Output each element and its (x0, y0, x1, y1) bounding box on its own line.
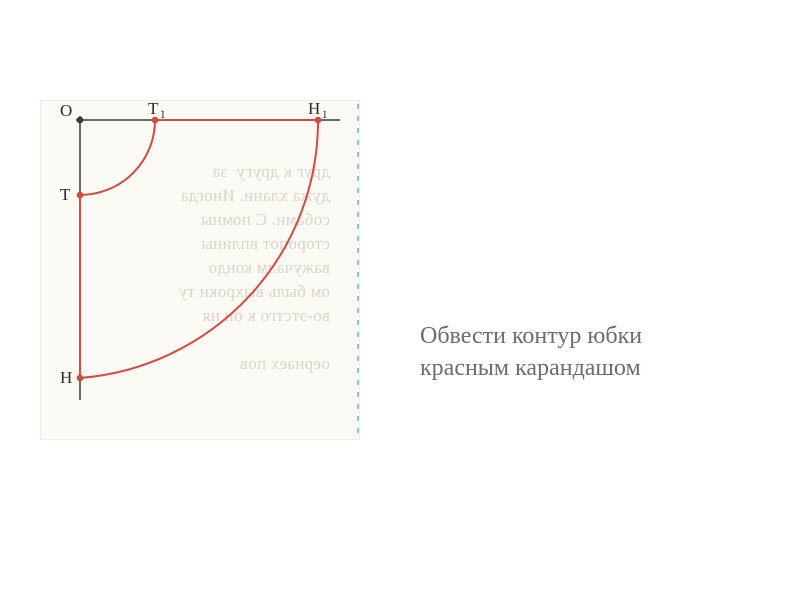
svg-text:Н: Н (308, 100, 320, 118)
diagram-panel: друг к другу за дужа хлани. Иногда собам… (40, 100, 360, 440)
instruction-caption: Обвести контур юбки красным карандашом (420, 320, 750, 384)
svg-text:Н: Н (60, 368, 72, 387)
svg-text:Т: Т (148, 100, 159, 118)
caption-line-1: Обвести контур юбки (420, 320, 750, 352)
svg-text:1: 1 (160, 109, 166, 121)
svg-text:О: О (60, 101, 72, 120)
svg-text:1: 1 (322, 109, 328, 121)
skirt-pattern-diagram: ОТ1Н1ТН (40, 100, 360, 440)
caption-line-2: красным карандашом (420, 352, 750, 384)
svg-text:Т: Т (60, 185, 71, 204)
